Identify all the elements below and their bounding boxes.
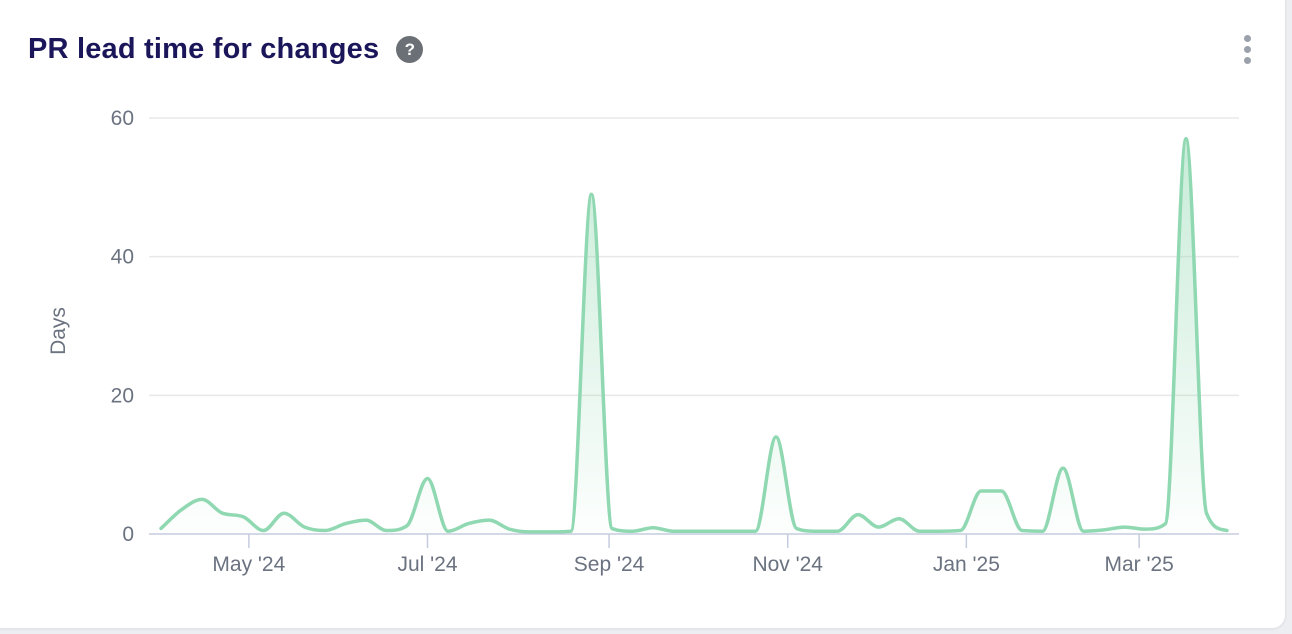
series-line [159,137,1229,534]
y-axis-labels: 0 20 40 60 [111,107,134,546]
chart-header: PR lead time for changes ? [28,29,1261,69]
x-tick-label: May '24 [212,553,285,576]
series-group [159,137,1229,535]
gridlines [149,117,1239,535]
x-tick-label: Mar '25 [1104,553,1173,576]
y-tick-label: 60 [111,107,134,130]
x-tick-label: Sep '24 [574,553,645,576]
more-menu-button[interactable] [1234,31,1261,68]
kebab-dot-icon [1244,56,1251,64]
pr-lead-time-chart: 0 20 40 60 May '24 Jul '24 Sep '24 Nov '24 Jan … [47,107,1239,576]
kebab-dot-icon [1244,45,1251,53]
y-axis-title: Days [47,307,70,355]
y-tick-label: 20 [111,384,134,407]
kebab-dot-icon [1244,34,1251,42]
y-tick-label: 40 [111,246,134,269]
x-tick-label: Nov '24 [752,553,823,576]
page-title: PR lead time for changes [28,32,380,65]
x-tick-label: Jul '24 [397,553,457,576]
y-tick-label: 0 [122,523,134,546]
help-icon[interactable]: ? [396,35,424,63]
x-tick-label: Jan '25 [933,553,1000,576]
x-axis: May '24 Jul '24 Sep '24 Nov '24 Jan '25 Mar '… [212,534,1174,576]
chart-area: 0 20 40 60 May '24 Jul '24 Sep '24 Nov '24 Jan … [1,91,1261,591]
